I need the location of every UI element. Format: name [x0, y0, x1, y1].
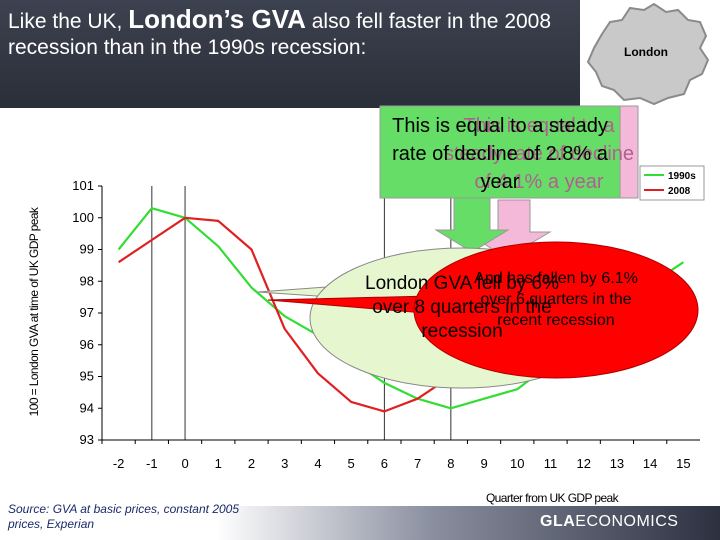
y-tick-label: 98 — [80, 273, 94, 288]
x-tick-label: 14 — [643, 456, 657, 471]
x-tick-label: 5 — [348, 456, 355, 471]
title-emphasis: London’s GVA — [128, 4, 306, 34]
x-tick-label: 10 — [510, 456, 524, 471]
pink-callout-text: This is equal to a steady rate of declin… — [443, 115, 635, 193]
x-tick-label: 11 — [544, 456, 558, 471]
x-tick-label: 3 — [281, 456, 288, 471]
y-axis-label: 100 = London GVA at time of UK GDP peak — [27, 206, 41, 416]
x-tick-label: 2 — [248, 456, 255, 471]
green-callout-text: This is equal to a steady rate of declin… — [392, 115, 608, 193]
x-tick-label: 0 — [181, 456, 188, 471]
x-tick-label: 15 — [676, 456, 690, 471]
y-tick-label: 95 — [80, 369, 94, 384]
green-callout-arrow — [434, 197, 510, 253]
x-tick-label: 12 — [576, 456, 590, 471]
green-callout-box — [379, 105, 621, 199]
y-tick-label: 97 — [80, 305, 94, 320]
y-tick-label: 94 — [80, 400, 94, 415]
y-tick-label: 93 — [80, 432, 94, 447]
map-label: London — [624, 45, 668, 59]
x-tick-label: 1 — [215, 456, 222, 471]
brand-bold: GLA — [540, 513, 576, 530]
legend: 1990s 2008 — [639, 165, 705, 201]
x-tick-label: 9 — [480, 456, 487, 471]
footer-band — [0, 506, 720, 540]
page-title: Like the UK, London’s GVA also fell fast… — [8, 6, 568, 61]
title-part-2: also fell faster in the 2008 recession t… — [8, 10, 552, 59]
source-note: Source: GVA at basic prices, constant 20… — [8, 502, 240, 531]
x-tick-label: 13 — [610, 456, 624, 471]
title-part-1: Like the UK, — [8, 10, 129, 33]
x-tick-label: -2 — [113, 456, 125, 471]
red-oval-text: And has fallen by 6.1% over 6 quarters i… — [474, 270, 638, 329]
london-map: London — [580, 0, 720, 108]
x-tick-label: 6 — [381, 456, 388, 471]
series-line-2008 — [117, 216, 452, 413]
legend-label-1990s: 1990s — [668, 171, 696, 182]
y-tick-label: 100 — [72, 210, 94, 225]
x-tick-label: -1 — [146, 456, 158, 471]
red-oval — [413, 241, 699, 379]
title-band: Like the UK, London’s GVA also fell fast… — [0, 0, 580, 108]
green-oval-text: London GVA fell by 6% over 8 quarters in… — [365, 273, 559, 342]
legend-label-2008: 2008 — [668, 186, 691, 197]
x-tick-label: 4 — [314, 456, 321, 471]
london-map-shape — [586, 2, 710, 106]
x-tick-label: 7 — [414, 456, 421, 471]
x-tick-label: 8 — [447, 456, 454, 471]
y-tick-label: 96 — [80, 337, 94, 352]
y-tick-label: 99 — [80, 242, 94, 257]
gla-economics-logo: GLAECONOMICS — [540, 513, 678, 531]
y-tick-label: 101 — [72, 178, 94, 193]
brand-rest: ECONOMICS — [575, 513, 679, 530]
x-axis-label: Quarter from UK GDP peak — [486, 491, 620, 505]
